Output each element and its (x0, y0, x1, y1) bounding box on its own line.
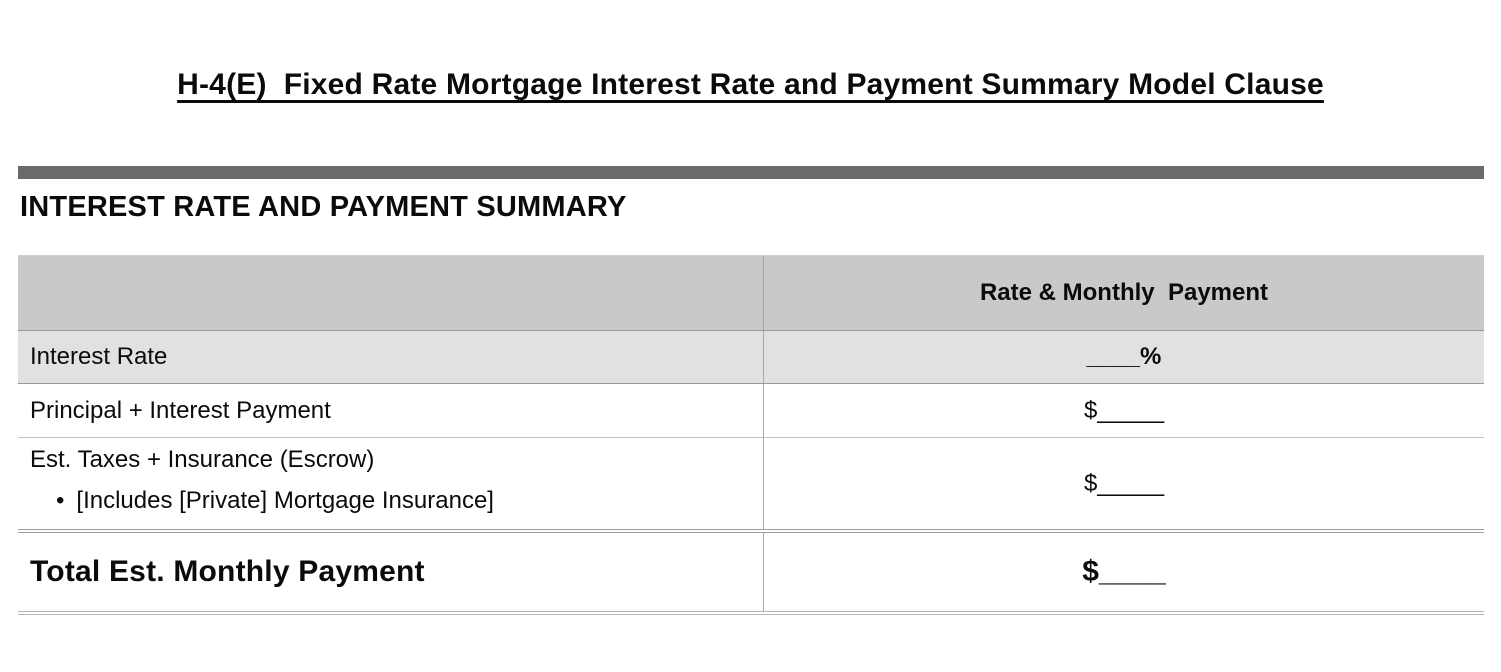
escrow-label: Est. Taxes + Insurance (Escrow) (30, 446, 375, 473)
escrow-sub-bullet-text: [Includes [Private] Mortgage Insurance] (76, 487, 494, 514)
bullet-icon: • (56, 487, 65, 514)
principal-interest-label: Principal + Interest Payment (30, 396, 331, 424)
principal-interest-fill-in-blank: $_____ (1083, 396, 1165, 424)
header-cell-rate-monthly-payment: Rate & Monthly Payment (763, 256, 1484, 330)
escrow-fill-in-blank: $_____ (1083, 469, 1165, 497)
escrow-sub-bullet-line: • [Includes [Private] Mortgage Insurance] (30, 487, 763, 515)
table-row-principal-interest: Principal + Interest Payment $_____ (18, 384, 1484, 438)
interest-rate-fill-in-blank: ____% (1086, 343, 1162, 370)
document-title: H-4(E) Fixed Rate Mortgage Interest Rate… (177, 68, 1324, 101)
table-row-total-monthly-payment: Total Est. Monthly Payment $____ (18, 533, 1484, 615)
total-monthly-payment-label: Total Est. Monthly Payment (30, 555, 425, 588)
table-header-row: Rate & Monthly Payment (18, 256, 1484, 331)
interest-rate-label: Interest Rate (30, 343, 168, 370)
table-row-interest-rate: Interest Rate ____% (18, 331, 1484, 384)
total-fill-in-blank: $____ (1082, 555, 1166, 588)
section-heading: INTEREST RATE AND PAYMENT SUMMARY (20, 191, 627, 223)
payment-summary-table: Rate & Monthly Payment Interest Rate ___… (18, 255, 1484, 615)
section-divider-bar (18, 166, 1484, 179)
table-row-escrow: Est. Taxes + Insurance (Escrow) • [Includ… (18, 438, 1484, 533)
header-cell-empty (18, 256, 763, 330)
